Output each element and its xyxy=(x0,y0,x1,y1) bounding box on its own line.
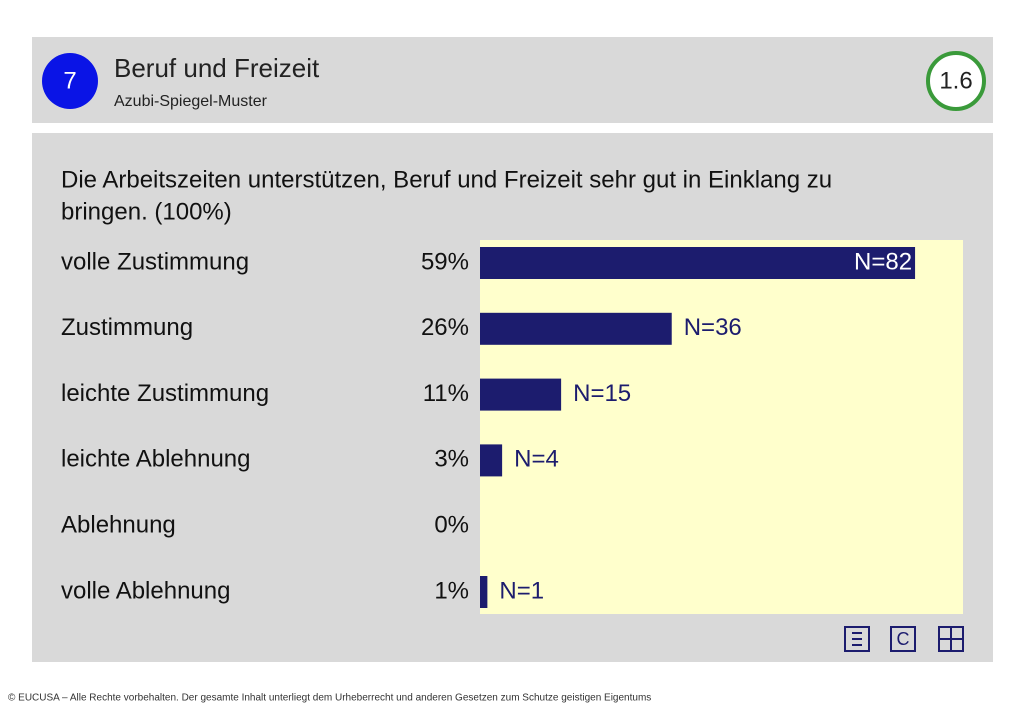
nav-icons xyxy=(844,626,964,652)
header-subtitle: Azubi-Spiegel-Muster xyxy=(114,93,268,110)
badge xyxy=(42,53,98,109)
footer: © EUCUSA – Alle Rechte vorbehalten. Der … xyxy=(8,693,651,704)
bar xyxy=(480,444,503,477)
value-label: 59% xyxy=(421,248,469,275)
value-label: 3% xyxy=(434,446,469,473)
badge-text: 7 xyxy=(63,67,76,94)
category-label: Zustimmung xyxy=(61,314,193,341)
value-label: 1% xyxy=(434,577,469,604)
bar xyxy=(480,247,916,279)
category-label: Ablehnung xyxy=(61,512,176,539)
count-label: N=4 xyxy=(514,446,559,473)
chart-title: Die Arbeitszeiten unterstützen, Beruf un… xyxy=(61,166,832,193)
count-label: N=82 xyxy=(854,248,912,275)
category-label: leichte Zustimmung xyxy=(61,380,269,407)
header-title: Beruf und Freizeit xyxy=(114,53,320,83)
icon-list[interactable] xyxy=(844,626,870,652)
bar xyxy=(480,312,672,345)
value-label: 0% xyxy=(434,512,469,539)
count-label: N=36 xyxy=(684,314,742,341)
category-label: volle Ablehnung xyxy=(61,577,230,604)
value-label: 11% xyxy=(423,380,469,407)
count-label: N=1 xyxy=(499,577,544,604)
icon-c-label: C xyxy=(897,629,910,649)
category-label: volle Zustimmung xyxy=(61,248,249,275)
slide-number: 1.6 xyxy=(939,67,972,94)
bar xyxy=(480,378,562,411)
bar xyxy=(480,576,488,608)
count-label: N=15 xyxy=(573,380,631,407)
chart-title-line2: bringen. (100%) xyxy=(61,198,232,225)
category-label: leichte Ablehnung xyxy=(61,446,251,473)
header-panel xyxy=(32,37,993,123)
slide-number-ring xyxy=(926,51,986,111)
value-label: 26% xyxy=(421,314,469,341)
plot-area xyxy=(480,240,963,614)
icon-c[interactable] xyxy=(890,626,916,652)
